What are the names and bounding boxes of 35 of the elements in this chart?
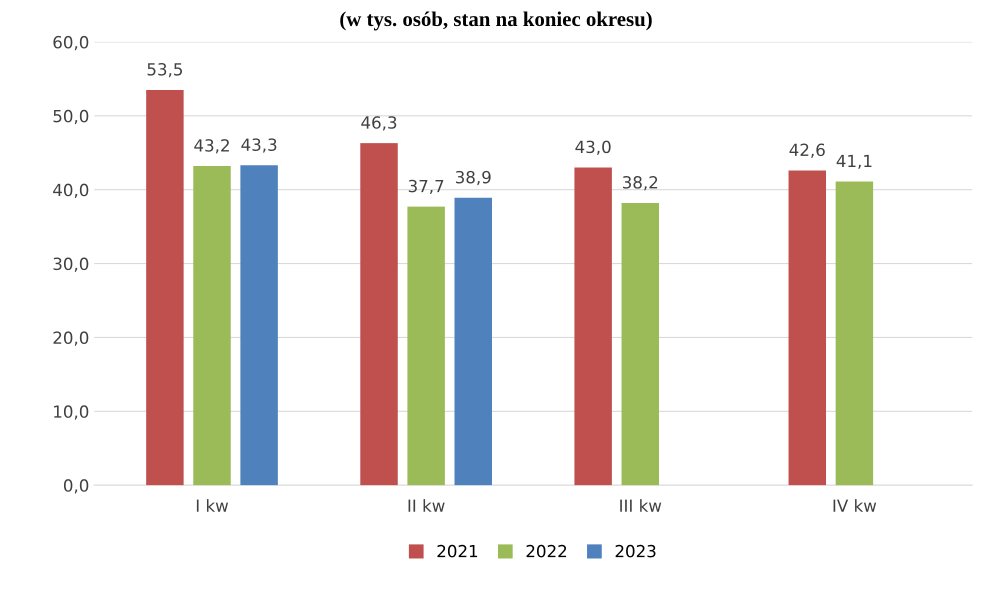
x-tick-label: I kw: [196, 499, 228, 512]
data-label: 42,6: [790, 144, 825, 158]
data-label: 37,7: [408, 180, 444, 194]
bar: [240, 165, 278, 486]
y-tick-label: 10,0: [54, 405, 88, 420]
x-tick-label: II kw: [408, 499, 445, 512]
data-label: 43,2: [194, 139, 229, 154]
bar: [454, 198, 492, 486]
y-tick-label: 20,0: [53, 331, 88, 346]
y-tick-label: 50,0: [54, 110, 88, 124]
y-tick-label: 60,0: [53, 36, 88, 50]
legend-label: 2022: [526, 544, 566, 558]
bar: [788, 170, 826, 486]
data-label: 46,3: [361, 116, 396, 130]
data-label: 43,3: [241, 138, 276, 153]
data-label: 38,9: [456, 170, 491, 186]
data-label: 41,1: [836, 154, 872, 169]
data-label: 43,0: [575, 140, 611, 155]
y-tick-label: 0,0: [64, 479, 88, 494]
data-label: 53,5: [148, 63, 182, 78]
chart-title: (w tys. osób, stan na koniec okresu): [340, 11, 652, 30]
legend-label: 2023: [616, 544, 656, 558]
y-tick-label: 40,0: [53, 184, 88, 198]
bar: [193, 166, 231, 486]
x-tick-label: III kw: [620, 499, 662, 512]
x-tick-label: IV kw: [834, 499, 876, 512]
y-tick-label: 30,0: [54, 258, 88, 272]
bar: [146, 90, 184, 486]
bar: [622, 202, 659, 486]
legend-label: 2021: [437, 544, 478, 558]
bar: [360, 143, 398, 486]
bar: [836, 182, 874, 486]
bar: [407, 206, 445, 486]
bar: [574, 168, 612, 486]
data-label: 38,2: [622, 176, 658, 190]
